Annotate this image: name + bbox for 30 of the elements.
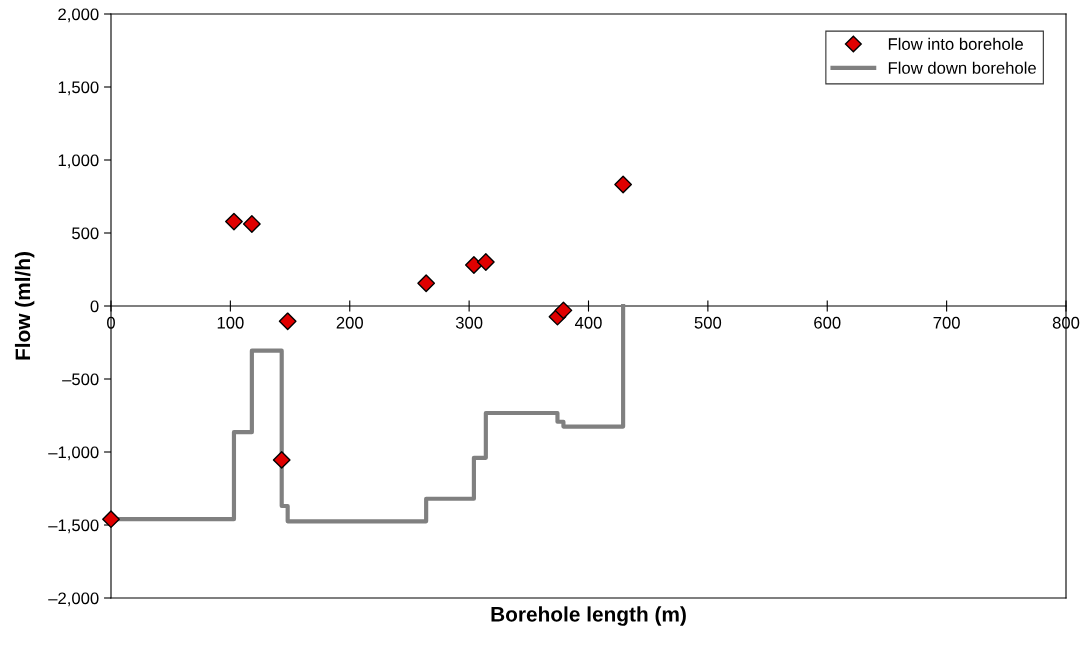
point: [242, 215, 261, 233]
point: [476, 253, 495, 271]
point: [554, 301, 573, 320]
point: [614, 175, 633, 194]
legend-label: Flow down borehole: [888, 61, 1036, 74]
y-tick-label: 0: [90, 300, 99, 313]
legend-label: Flow into borehole: [888, 37, 1023, 50]
x-tick-label: 400: [574, 316, 602, 329]
x-tick-label: 700: [933, 316, 960, 329]
x-tick-label: 300: [455, 316, 483, 329]
point: [102, 510, 120, 529]
point: [464, 256, 483, 274]
x-tick-label: 500: [694, 316, 722, 329]
y-axis-title: Flow (ml/h): [14, 252, 35, 360]
y-tick-label: 500: [72, 227, 99, 240]
x-tick-label: 600: [814, 316, 841, 329]
y-tick-label: 2,000: [58, 8, 99, 23]
y-tick-label: –1,000: [48, 446, 99, 461]
x-axis-title: Borehole length (m): [491, 606, 686, 626]
x-tick-label: 200: [336, 316, 363, 329]
y-tick-label: –1,500: [48, 519, 99, 534]
point: [278, 312, 297, 331]
point: [272, 450, 291, 469]
y-tick-label: –2,000: [48, 592, 99, 607]
y-tick-label: 1,000: [58, 154, 99, 169]
y-tick-label: 1,500: [58, 81, 99, 96]
point: [225, 212, 243, 231]
x-tick-label: 100: [217, 316, 244, 329]
y-tick-label: –500: [62, 373, 99, 386]
point: [417, 274, 436, 293]
